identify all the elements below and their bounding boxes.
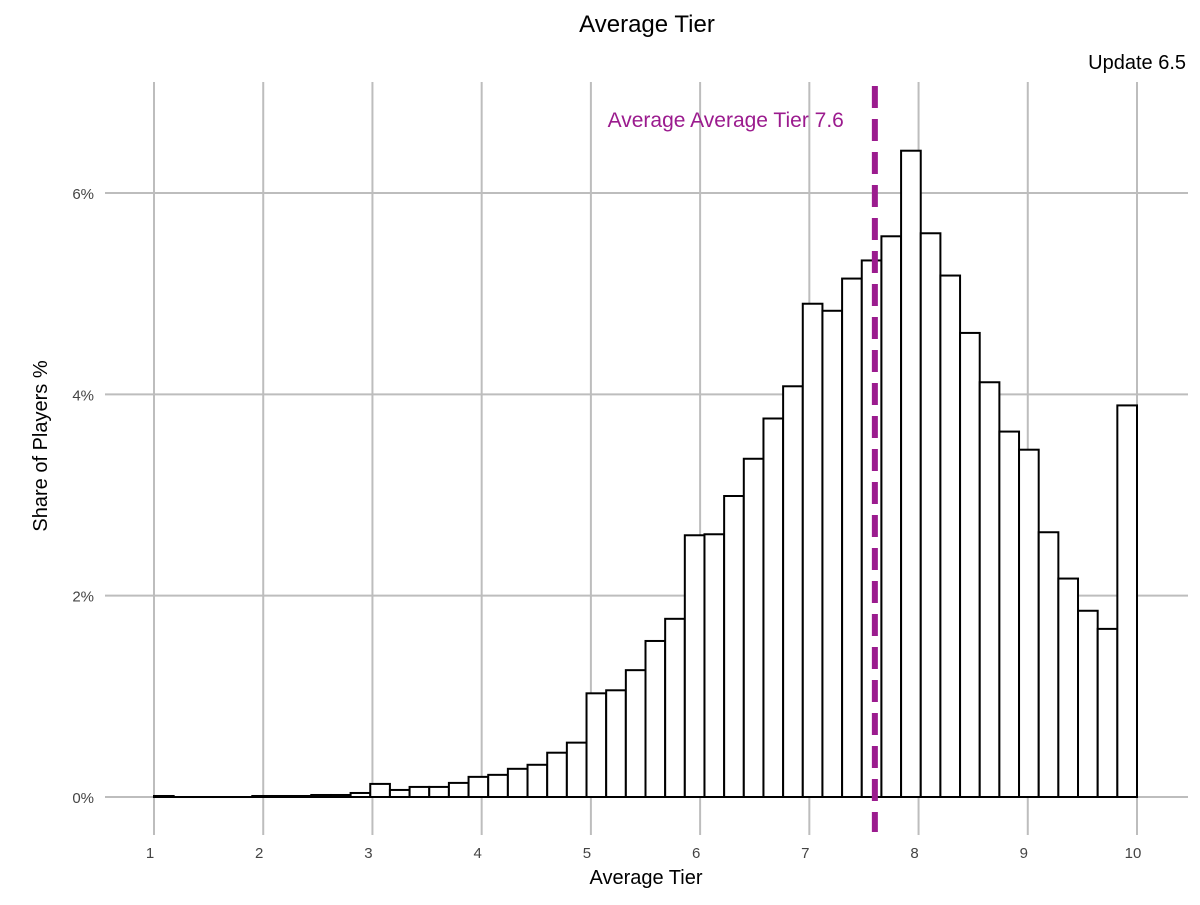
y-axis-title: Share of Players % bbox=[30, 360, 52, 531]
x-tick-label: 5 bbox=[583, 845, 591, 862]
histogram-bar bbox=[292, 796, 312, 797]
histogram-bar bbox=[999, 432, 1019, 797]
histogram-bar bbox=[646, 641, 666, 797]
histogram-bar bbox=[1039, 532, 1059, 797]
histogram-bar bbox=[1117, 405, 1137, 797]
histogram-bar bbox=[626, 670, 646, 797]
histogram-bar bbox=[842, 279, 862, 797]
histogram-bar bbox=[881, 236, 901, 797]
histogram-bar bbox=[1019, 450, 1039, 797]
histogram-bar bbox=[429, 787, 449, 797]
histogram-bar bbox=[940, 276, 960, 797]
histogram-bar bbox=[331, 795, 351, 797]
histogram-bar bbox=[567, 743, 587, 797]
x-tick-label: 1 bbox=[146, 845, 154, 862]
bar-layer bbox=[154, 151, 1137, 797]
x-tick-label: 3 bbox=[364, 845, 372, 862]
histogram-bar bbox=[547, 753, 567, 797]
histogram-bar bbox=[469, 777, 489, 797]
histogram-bar bbox=[1058, 579, 1078, 797]
histogram-bar bbox=[704, 534, 724, 797]
x-axis-title: Average Tier bbox=[589, 867, 702, 889]
x-tick-label: 10 bbox=[1125, 845, 1142, 862]
histogram-bar bbox=[960, 333, 980, 797]
histogram-bar bbox=[390, 790, 410, 797]
x-tick-label: 8 bbox=[910, 845, 918, 862]
histogram-bar bbox=[508, 769, 528, 797]
histogram-bar bbox=[803, 304, 823, 797]
histogram-bar bbox=[685, 535, 705, 797]
chart-title: Average Tier bbox=[579, 11, 715, 38]
y-tick-label: 4% bbox=[72, 387, 94, 404]
histogram-bar bbox=[606, 690, 626, 797]
histogram-bar bbox=[252, 796, 272, 797]
histogram-bar bbox=[449, 783, 469, 797]
histogram-bar bbox=[410, 787, 430, 797]
histogram-bar bbox=[724, 496, 744, 797]
x-tick-label: 9 bbox=[1020, 845, 1028, 862]
histogram-bar bbox=[822, 311, 842, 797]
histogram-bar bbox=[311, 795, 331, 797]
y-tick-label: 2% bbox=[72, 589, 94, 606]
histogram-bar bbox=[587, 693, 607, 797]
histogram-bar bbox=[744, 459, 764, 797]
histogram-bar bbox=[901, 151, 921, 797]
histogram-bar bbox=[154, 796, 174, 797]
histogram-bar bbox=[1078, 611, 1098, 797]
histogram-bar bbox=[921, 233, 941, 797]
x-tick-label: 4 bbox=[473, 845, 481, 862]
histogram-bar bbox=[1098, 629, 1118, 797]
x-tick-label: 7 bbox=[801, 845, 809, 862]
histogram-bar bbox=[763, 418, 783, 797]
chart-subtitle: Update 6.5 bbox=[1088, 52, 1186, 74]
y-tick-label: 6% bbox=[72, 186, 94, 203]
histogram-bar bbox=[862, 260, 882, 797]
y-tick-label: 0% bbox=[72, 790, 94, 807]
histogram-bar bbox=[528, 765, 548, 797]
histogram-bar bbox=[980, 382, 1000, 797]
histogram-bar bbox=[665, 619, 685, 797]
mean-label: Average Average Tier 7.6 bbox=[608, 109, 844, 132]
x-tick-label: 2 bbox=[255, 845, 263, 862]
histogram-bar bbox=[783, 386, 803, 797]
histogram-bar bbox=[351, 793, 371, 797]
x-tick-label: 6 bbox=[692, 845, 700, 862]
histogram-bar bbox=[488, 775, 508, 797]
histogram-bar bbox=[370, 784, 390, 797]
histogram-bar bbox=[272, 796, 292, 797]
